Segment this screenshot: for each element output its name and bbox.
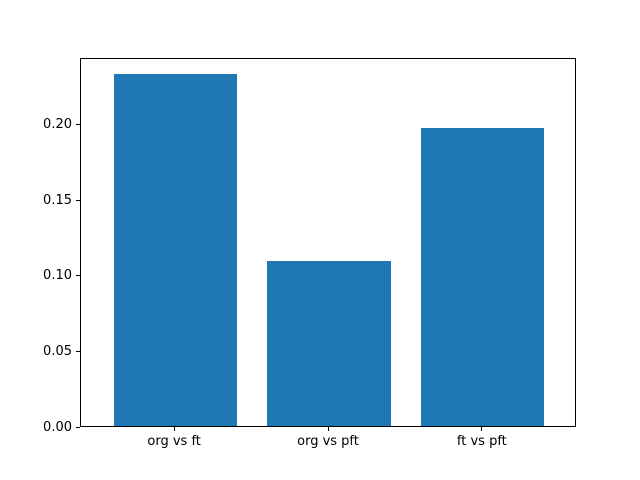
y-tick-label: 0.10 bbox=[43, 268, 72, 284]
y-tick bbox=[76, 199, 80, 201]
x-tick-label: org vs ft bbox=[147, 434, 201, 449]
y-tick-label: 0.15 bbox=[43, 192, 72, 208]
y-tick-label: 0.05 bbox=[43, 343, 72, 359]
y-tick bbox=[76, 124, 80, 126]
x-tick bbox=[173, 427, 175, 431]
y-tick bbox=[76, 426, 80, 428]
x-tick bbox=[327, 427, 329, 431]
bar-org-vs-ft bbox=[113, 73, 237, 426]
x-tick bbox=[481, 427, 483, 431]
plot-area bbox=[80, 58, 576, 427]
y-tick bbox=[76, 275, 80, 277]
y-tick-label: 0.00 bbox=[43, 419, 72, 435]
x-tick-label: ft vs pft bbox=[456, 434, 507, 449]
bar-ft-vs-pft bbox=[421, 128, 545, 426]
x-tick-label: org vs pft bbox=[297, 434, 359, 449]
y-tick bbox=[76, 350, 80, 352]
bar-org-vs-pft bbox=[267, 261, 391, 426]
y-tick-label: 0.20 bbox=[43, 117, 72, 133]
